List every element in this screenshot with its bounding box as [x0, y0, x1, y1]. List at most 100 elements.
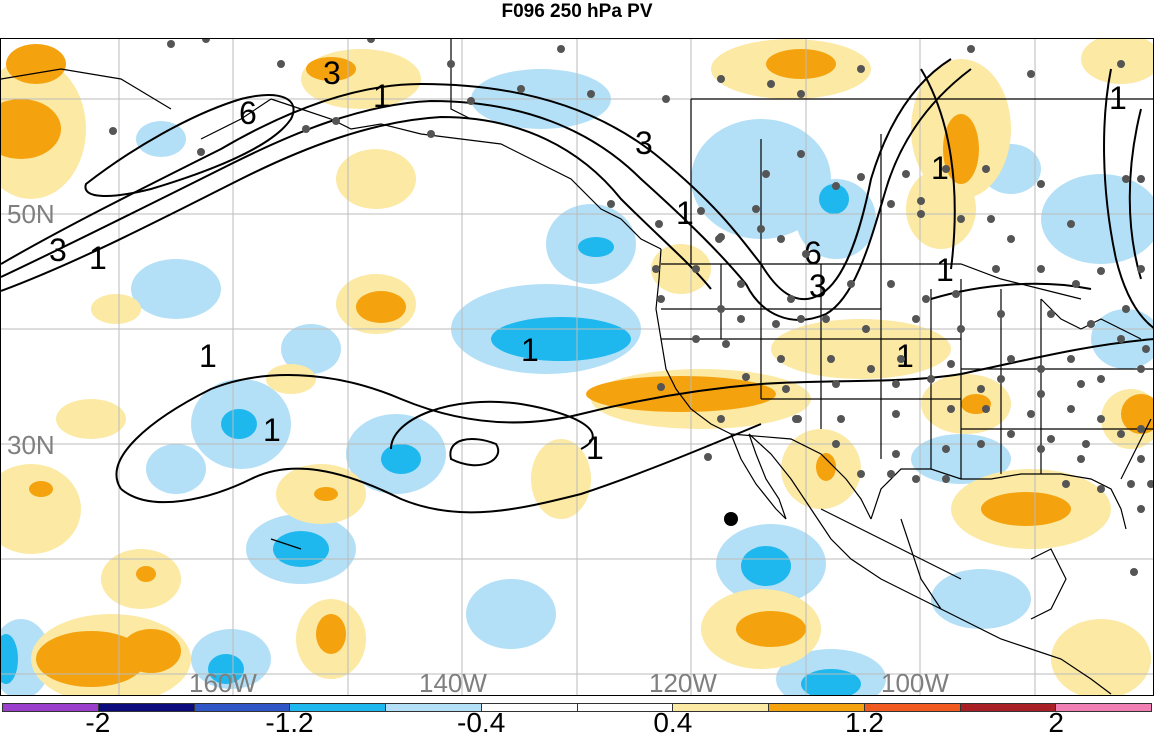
- station-dot: [1077, 380, 1085, 388]
- station-dot: [1097, 485, 1105, 493]
- station-dot: [717, 75, 725, 83]
- station-dot: [704, 453, 712, 461]
- colorbar-segment: [959, 704, 1056, 711]
- station-dot: [1037, 180, 1045, 188]
- station-dot: [887, 470, 895, 478]
- station-dot: [927, 375, 935, 383]
- contour-label: 3: [49, 232, 67, 268]
- contour-label: 6: [804, 235, 822, 271]
- contour-label: 1: [931, 150, 949, 186]
- contour-label: 1: [263, 412, 281, 448]
- station-dot: [1117, 60, 1125, 68]
- station-dot: [977, 440, 985, 448]
- station-dot: [772, 320, 780, 328]
- station-dot: [1087, 320, 1095, 328]
- station-dot: [802, 250, 810, 258]
- station-dot: [587, 90, 595, 98]
- colorbar-segment: [768, 704, 864, 711]
- contour-label: 3: [323, 55, 341, 91]
- station-dot: [1037, 445, 1045, 453]
- station-dot: [1062, 480, 1070, 488]
- station-dot: [167, 40, 175, 48]
- station-dot: [1137, 175, 1145, 183]
- station-dot: [752, 205, 760, 213]
- colorbar-tick-label: 0.4: [653, 707, 693, 738]
- lon-label-100w: 100W: [881, 668, 949, 696]
- station-dot: [1027, 410, 1035, 418]
- station-dot: [997, 375, 1005, 383]
- station-dot: [1007, 430, 1015, 438]
- station-dot: [1037, 265, 1045, 273]
- station-dot: [109, 127, 117, 135]
- station-dot: [467, 97, 475, 105]
- station-dot: [277, 60, 285, 68]
- station-dot: [302, 125, 310, 133]
- contour-label: 1: [676, 195, 694, 231]
- colorbar-segment: [3, 704, 98, 711]
- station-dot: [867, 365, 875, 373]
- station-dot: [1067, 405, 1075, 413]
- station-dot: [957, 325, 965, 333]
- station-dot: [1117, 430, 1125, 438]
- station-dot: [717, 415, 725, 423]
- station-dot: [942, 475, 950, 483]
- station-dot: [887, 200, 895, 208]
- contour-label: 1: [199, 338, 217, 374]
- station-dot: [977, 385, 985, 393]
- station-dot: [1037, 365, 1045, 373]
- station-dot: [782, 385, 790, 393]
- station-dot: [1137, 505, 1145, 513]
- station-dot: [797, 315, 805, 323]
- colorbar-segment: [863, 704, 960, 711]
- colorbar-segment: [193, 704, 290, 711]
- colorbar-tick-label: 2: [1048, 707, 1064, 738]
- station-dot: [607, 200, 615, 208]
- station-dot: [332, 117, 340, 125]
- station-dot: [715, 235, 723, 243]
- colorbar-segment: [480, 704, 577, 711]
- station-dot: [1127, 480, 1135, 488]
- station-dot: [657, 383, 665, 391]
- station-dot: [1027, 70, 1035, 78]
- station-dot: [832, 182, 840, 190]
- station-dot: [657, 295, 665, 303]
- station-dot: [1147, 480, 1153, 488]
- station-dot: [1122, 175, 1130, 183]
- station-dot: [857, 173, 865, 181]
- station-dot: [1117, 335, 1125, 343]
- contour-label: 1: [1109, 80, 1127, 116]
- station-dot: [1130, 568, 1138, 576]
- station-dot: [787, 295, 795, 303]
- station-dot: [737, 280, 745, 288]
- contour-label: 6: [239, 95, 257, 131]
- station-dot: [427, 130, 435, 138]
- station-dot: [982, 405, 990, 413]
- contour-label: 1: [521, 332, 539, 368]
- station-dot: [897, 355, 905, 363]
- station-dot: [1047, 435, 1055, 443]
- station-dot: [1097, 267, 1105, 275]
- station-dot: [892, 380, 900, 388]
- station-dot: [652, 265, 660, 273]
- station-dot: [997, 310, 1005, 318]
- station-dot: [1137, 425, 1145, 433]
- contour-label: 1: [936, 252, 954, 288]
- pv-contours: [1, 58, 1153, 514]
- station-dot: [857, 470, 865, 478]
- station-dot: [197, 148, 205, 156]
- colorbar-tick-label: -2: [85, 707, 111, 738]
- lat-label-30n: 30N: [7, 430, 55, 460]
- lat-label-50n: 50N: [7, 199, 55, 229]
- colorbar-tick-label: -1.2: [265, 707, 314, 738]
- contour-label: 1: [373, 78, 391, 114]
- contour-label: 1: [586, 430, 604, 466]
- lon-label-160w: 160W: [189, 668, 257, 696]
- station-dot: [794, 415, 802, 423]
- station-dot: [947, 405, 955, 413]
- station-dot: [902, 170, 910, 178]
- station-dot: [1072, 280, 1080, 288]
- station-dot: [1137, 455, 1145, 463]
- station-dot: [447, 60, 455, 68]
- station-dot: [797, 90, 805, 98]
- station-dot: [892, 450, 900, 458]
